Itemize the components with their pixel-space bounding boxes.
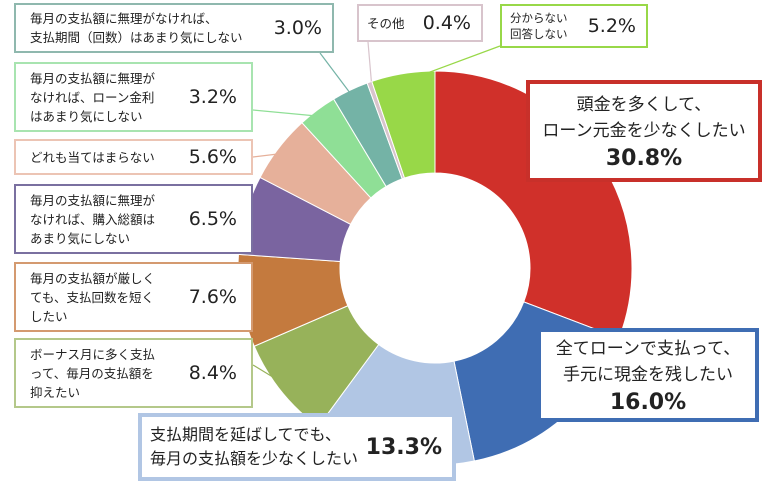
label-box-down-payment: 頭金を多くして、 ローン元金を少なくしたい 30.8% [526, 80, 762, 182]
label-value: 3.0% [273, 17, 322, 39]
label-value: 6.5% [188, 208, 237, 230]
label-box-interest: 毎月の支払額に無理が なければ、ローン金利 はあまり気にしない 3.2% [14, 62, 253, 132]
label-box-extend-period: 支払期間を延ばしてでも、 毎月の支払額を少なくしたい 13.3% [138, 413, 456, 481]
label-text: どれも当てはまらない [30, 149, 155, 165]
leader-line [252, 364, 288, 387]
donut-slice [371, 70, 436, 179]
label-box-unknown: 分からない 回答しない 5.2% [500, 4, 648, 48]
label-value: 0.4% [422, 12, 471, 34]
label-value: 8.4% [188, 362, 237, 384]
label-box-other: その他 0.4% [357, 4, 483, 42]
label-text: 全てローンで支払って、 手元に現金を残したい [555, 338, 741, 385]
label-box-total-price: 毎月の支払額に無理が なければ、購入総額は あまり気にしない 6.5% [14, 184, 253, 254]
label-value: 7.6% [188, 286, 237, 308]
label-text: 支払期間を延ばしてでも、 毎月の支払額を少なくしたい [150, 425, 359, 468]
label-box-period: 毎月の支払額に無理がなければ、 支払期間（回数）はあまり気にしない 3.0% [14, 3, 334, 53]
label-text: 毎月の支払額に無理が なければ、ローン金利 はあまり気にしない [30, 70, 156, 124]
label-box-bonus: ボーナス月に多く支払 って、毎月の支払額を 抑えたい 8.4% [14, 338, 253, 408]
label-value: 3.2% [188, 86, 237, 108]
leader-line [319, 52, 354, 98]
label-value: 5.2% [587, 15, 636, 37]
label-value: 16.0% [609, 389, 687, 415]
label-text: その他 [367, 15, 405, 31]
leader-line [252, 152, 286, 158]
label-text: 頭金を多くして、 ローン元金を少なくしたい [542, 94, 746, 141]
label-text: ボーナス月に多く支払 って、毎月の支払額を 抑えたい [30, 346, 156, 400]
label-value: 5.6% [188, 146, 237, 168]
label-text: 毎月の支払額に無理が なければ、購入総額は あまり気にしない [30, 192, 156, 246]
leader-line [252, 109, 323, 118]
label-box-full-loan: 全てローンで支払って、 手元に現金を残したい 16.0% [537, 328, 759, 422]
label-text: 毎月の支払額が厳しく ても、支払回数を短く したい [30, 270, 156, 324]
label-box-short-term: 毎月の支払額が厳しく ても、支払回数を短く したい 7.6% [14, 262, 253, 332]
label-value: 13.3% [365, 434, 442, 460]
label-text: 分からない 回答しない [510, 11, 568, 41]
label-value: 30.8% [605, 145, 683, 171]
label-box-none: どれも当てはまらない 5.6% [14, 139, 253, 175]
label-text: 毎月の支払額に無理がなければ、 支払期間（回数）はあまり気にしない [30, 11, 243, 45]
leader-line [404, 45, 501, 83]
